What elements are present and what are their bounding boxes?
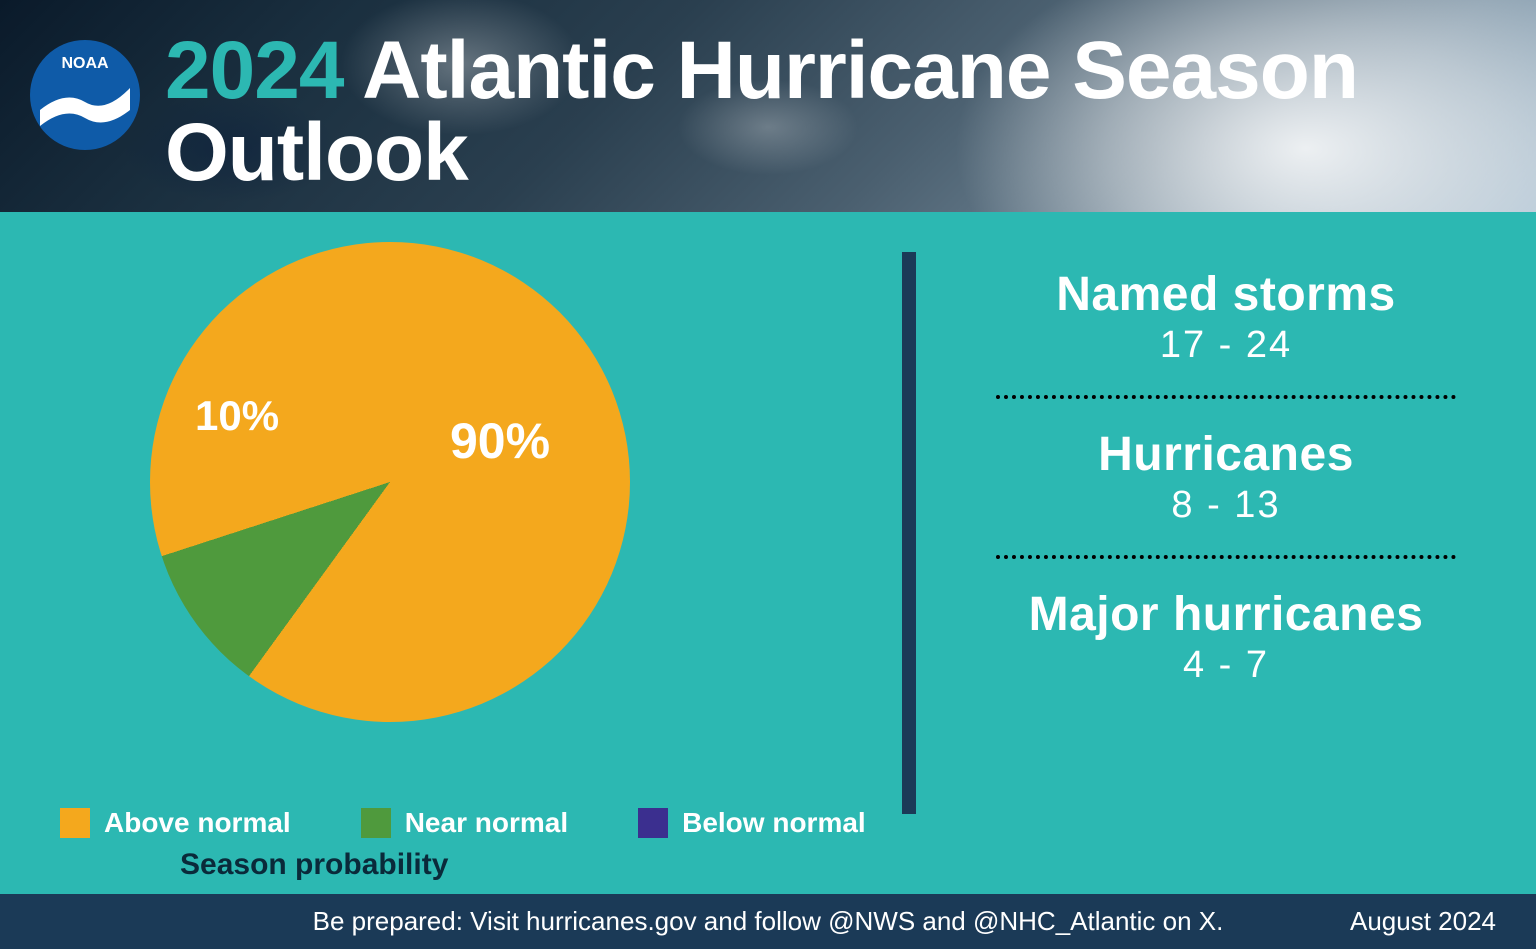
legend-item-below: Below normal xyxy=(638,807,866,839)
legend-label-below: Below normal xyxy=(682,807,866,839)
right-panel: Named storms 17 - 24 Hurricanes 8 - 13 M… xyxy=(916,212,1536,894)
stat-major-hurricanes: Major hurricanes 4 - 7 xyxy=(976,587,1476,687)
footer-text: Be prepared: Visit hurricanes.gov and fo… xyxy=(313,906,1224,937)
dotted-divider xyxy=(996,555,1456,559)
stat-title: Named storms xyxy=(976,267,1476,322)
title-rest: Atlantic Hurricane Season Outlook xyxy=(165,25,1358,198)
pie-chart: 90% 10% xyxy=(150,242,630,722)
dotted-divider xyxy=(996,395,1456,399)
vertical-divider xyxy=(902,252,916,814)
noaa-logo: NOAA xyxy=(30,40,140,150)
legend-item-near: Near normal xyxy=(361,807,568,839)
title-year: 2024 xyxy=(165,25,343,116)
footer-date: August 2024 xyxy=(1350,906,1496,937)
stat-value: 8 - 13 xyxy=(976,484,1476,527)
legend-title: Season probability xyxy=(180,848,448,882)
legend-label-near: Near normal xyxy=(405,807,568,839)
swatch-near xyxy=(361,808,391,838)
swatch-above xyxy=(60,808,90,838)
legend-label-above: Above normal xyxy=(104,807,291,839)
infographic-root: NOAA 2024 Atlantic Hurricane Season Outl… xyxy=(0,0,1536,949)
subtitle: AUGUST 8 UPDATE xyxy=(165,204,1516,212)
main-title: 2024 Atlantic Hurricane Season Outlook xyxy=(165,30,1516,194)
stat-title: Hurricanes xyxy=(976,427,1476,482)
left-panel: 90% 10% Above normal Near normal Below n… xyxy=(0,212,902,894)
body-area: 90% 10% Above normal Near normal Below n… xyxy=(0,212,1536,894)
title-wrap: 2024 Atlantic Hurricane Season Outlook A… xyxy=(165,30,1516,212)
swatch-below xyxy=(638,808,668,838)
stat-value: 17 - 24 xyxy=(976,324,1476,367)
stat-value: 4 - 7 xyxy=(976,644,1476,687)
pie-graphic xyxy=(150,242,630,722)
header-banner: NOAA 2024 Atlantic Hurricane Season Outl… xyxy=(0,0,1536,212)
noaa-logo-text: NOAA xyxy=(61,55,109,72)
pie-label-above: 90% xyxy=(450,412,550,470)
legend-item-above: Above normal xyxy=(60,807,291,839)
stat-named-storms: Named storms 17 - 24 xyxy=(976,267,1476,367)
footer-bar: Be prepared: Visit hurricanes.gov and fo… xyxy=(0,894,1536,949)
legend: Above normal Near normal Below normal xyxy=(60,807,866,839)
stat-hurricanes: Hurricanes 8 - 13 xyxy=(976,427,1476,527)
pie-label-near: 10% xyxy=(195,392,279,440)
noaa-logo-icon: NOAA xyxy=(30,40,140,150)
stat-title: Major hurricanes xyxy=(976,587,1476,642)
